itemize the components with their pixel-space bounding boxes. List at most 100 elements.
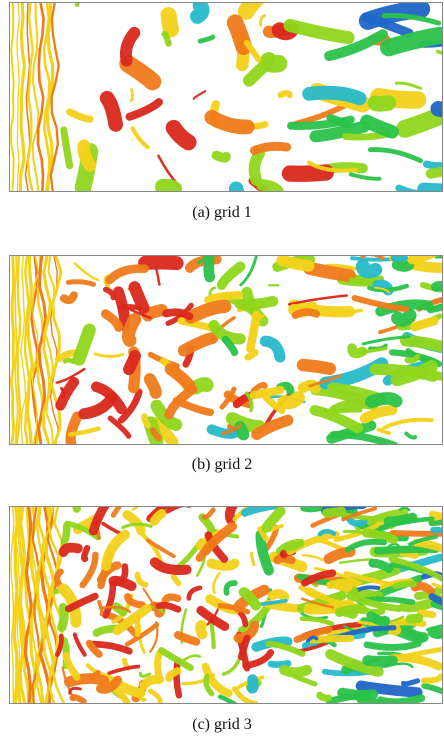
- vortex-tube: [325, 624, 366, 636]
- vortex-tube: [250, 141, 292, 155]
- vortex-tube: [162, 507, 192, 514]
- vortex-tube: [190, 3, 210, 24]
- vortex-tube: [430, 526, 442, 534]
- vortex-tube: [363, 640, 422, 651]
- inlet-streak: [12, 507, 20, 703]
- vortex-tube: [389, 618, 427, 628]
- vortex-tube: [234, 421, 250, 441]
- vortex-tube: [74, 3, 80, 7]
- inlet-streak: [25, 256, 35, 444]
- vortex-tube: [359, 405, 398, 424]
- inlet-streak: [10, 256, 16, 444]
- inlet-streak: [15, 256, 22, 444]
- vortex-tube: [277, 90, 293, 99]
- vortex-tube: [428, 510, 442, 520]
- inlet-streak: [49, 256, 63, 444]
- vortex-tube: [201, 507, 216, 520]
- inlet-streak: [18, 507, 27, 703]
- vortex-tube: [124, 593, 146, 609]
- vortex-tube: [60, 522, 71, 546]
- vortex-tube: [428, 519, 442, 527]
- vortex-tube: [105, 264, 149, 285]
- panel-grid-2-image: [9, 255, 443, 445]
- vortex-tube: [233, 620, 260, 643]
- vortex-tube: [346, 593, 403, 612]
- vortex-tube: [72, 507, 81, 513]
- vortex-tube: [400, 678, 421, 687]
- vortex-tube: [259, 335, 286, 363]
- vortex-tube: [165, 667, 182, 682]
- vortex-tube: [368, 558, 394, 573]
- vortex-tube: [325, 649, 384, 677]
- vortex-tube: [147, 688, 163, 703]
- vortex-tube: [381, 13, 442, 26]
- vortex-tube: [366, 611, 391, 627]
- vortex-tube: [195, 620, 208, 640]
- vortex-tube: [417, 182, 442, 191]
- vortex-tube: [338, 558, 373, 564]
- vortex-tube: [395, 184, 436, 191]
- vortex-tube: [259, 598, 288, 606]
- vortex-tube: [107, 664, 141, 676]
- vortex-tube: [149, 557, 192, 575]
- vortex-tube: [64, 673, 110, 688]
- vortex-tube: [380, 26, 442, 57]
- vortex-tube: [301, 597, 335, 609]
- vortex-tube: [355, 259, 383, 279]
- vortex-tube: [66, 108, 94, 123]
- vortex-tube: [250, 551, 256, 567]
- vortex-tube: [246, 310, 261, 353]
- inlet-streak: [16, 3, 21, 191]
- vortex-tube: [427, 626, 442, 640]
- vortex-tube: [360, 114, 399, 139]
- vortex-tube: [142, 587, 159, 614]
- vortex-tube: [161, 593, 182, 605]
- vortex-tube: [381, 417, 434, 430]
- vortex-render-grid-1: [10, 3, 442, 191]
- vortex-tube: [112, 603, 152, 636]
- vortex-tube: [249, 385, 285, 400]
- vortex-tube: [138, 671, 152, 678]
- vortex-tube: [407, 256, 438, 265]
- vortex-tube: [91, 381, 127, 415]
- vortex-tube: [365, 392, 403, 408]
- vortex-tube: [138, 256, 184, 271]
- vortex-tube: [62, 651, 81, 681]
- vortex-tube: [300, 507, 334, 513]
- inlet-streak: [41, 256, 52, 444]
- vortex-tube: [351, 294, 409, 313]
- vortex-tube: [149, 621, 159, 653]
- vortex-tube: [69, 694, 87, 703]
- vortex-tube: [113, 286, 131, 332]
- vortex-tube: [150, 399, 183, 432]
- vortex-tube: [102, 580, 117, 619]
- vortex-tube: [224, 507, 238, 525]
- vortex-tube: [201, 521, 238, 556]
- vortex-tube: [414, 585, 442, 600]
- caption-grid-1: (a) grid 1: [192, 204, 252, 221]
- vortex-tube: [203, 256, 216, 283]
- vortex-tube: [283, 18, 355, 45]
- vortex-tube: [277, 391, 305, 410]
- vortex-tube: [130, 126, 150, 150]
- vortex-tube: [65, 411, 83, 444]
- vortex-tube: [419, 282, 442, 293]
- vortex-tube: [348, 172, 382, 181]
- vortex-tube: [244, 349, 259, 361]
- inlet-streak: [36, 3, 45, 191]
- vortex-tube: [155, 601, 182, 613]
- vortex-tube: [296, 358, 336, 375]
- inlet-streak: [46, 507, 60, 703]
- vortex-tube: [158, 647, 194, 672]
- vortex-tube: [85, 639, 103, 658]
- vortex-tube: [203, 673, 215, 697]
- vortex-tube: [281, 164, 334, 182]
- vortex-tube: [431, 280, 442, 292]
- vortex-tube: [373, 545, 440, 555]
- vortex-tube: [58, 542, 83, 557]
- vortex-tube: [59, 291, 78, 305]
- vortex-tube: [139, 674, 165, 690]
- panel-grid-1-image: [9, 2, 443, 192]
- vortex-tube: [149, 509, 167, 526]
- vortex-tube: [77, 139, 97, 172]
